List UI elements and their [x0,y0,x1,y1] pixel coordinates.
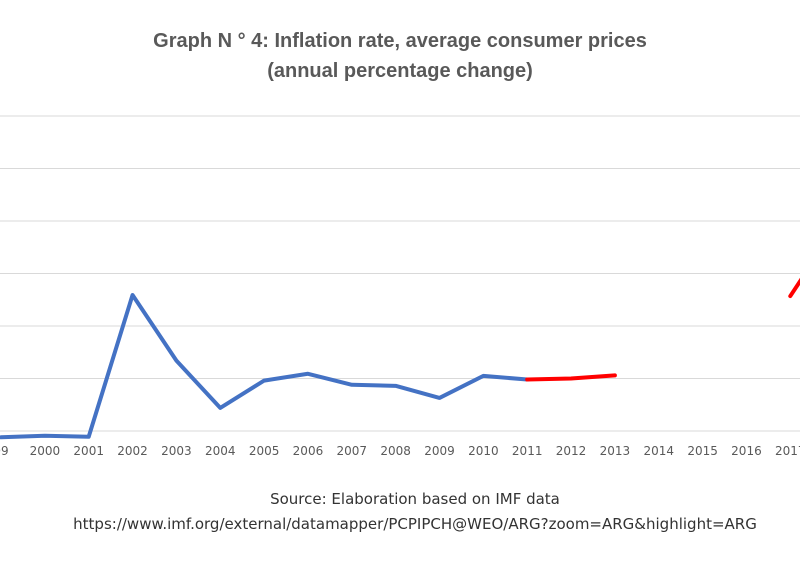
x-tick-label: 2006 [293,444,324,458]
x-tick-label: 2007 [337,444,368,458]
x-tick-label: 2015 [687,444,718,458]
source-note: Source: Elaboration based on IMF data [270,490,560,508]
x-tick-label: 2000 [30,444,61,458]
series-line-1 [525,373,617,382]
x-tick-label: 2013 [600,444,631,458]
series-line-0 [0,293,530,440]
x-tick-label: 99 [0,444,9,458]
x-tick-label: 2011 [512,444,543,458]
x-tick-label: 2003 [161,444,192,458]
x-tick-label: 2008 [380,444,411,458]
source-url: https://www.imf.org/external/datamapper/… [73,515,757,533]
chart-subtitle: (annual percentage change) [267,60,533,82]
x-tick-label: 2010 [468,444,499,458]
x-tick-label: 2012 [556,444,587,458]
x-tick-label: 2009 [424,444,455,458]
x-tick-label: 2016 [731,444,762,458]
x-tick-label: 2014 [643,444,674,458]
x-tick-label: 2004 [205,444,236,458]
x-tick-label: 2002 [117,444,148,458]
line-chart: 99 2000 2001 2002 2003 2004 2005 2006 2007 2008 20… [0,115,800,458]
series-line-2 [788,277,800,299]
x-tick-label: 2005 [249,444,280,458]
chart-title: Graph N ° 4: Inflation rate, average con… [153,30,647,52]
x-tick-label: 2001 [73,444,104,458]
x-tick-label: 2017 [775,444,800,458]
